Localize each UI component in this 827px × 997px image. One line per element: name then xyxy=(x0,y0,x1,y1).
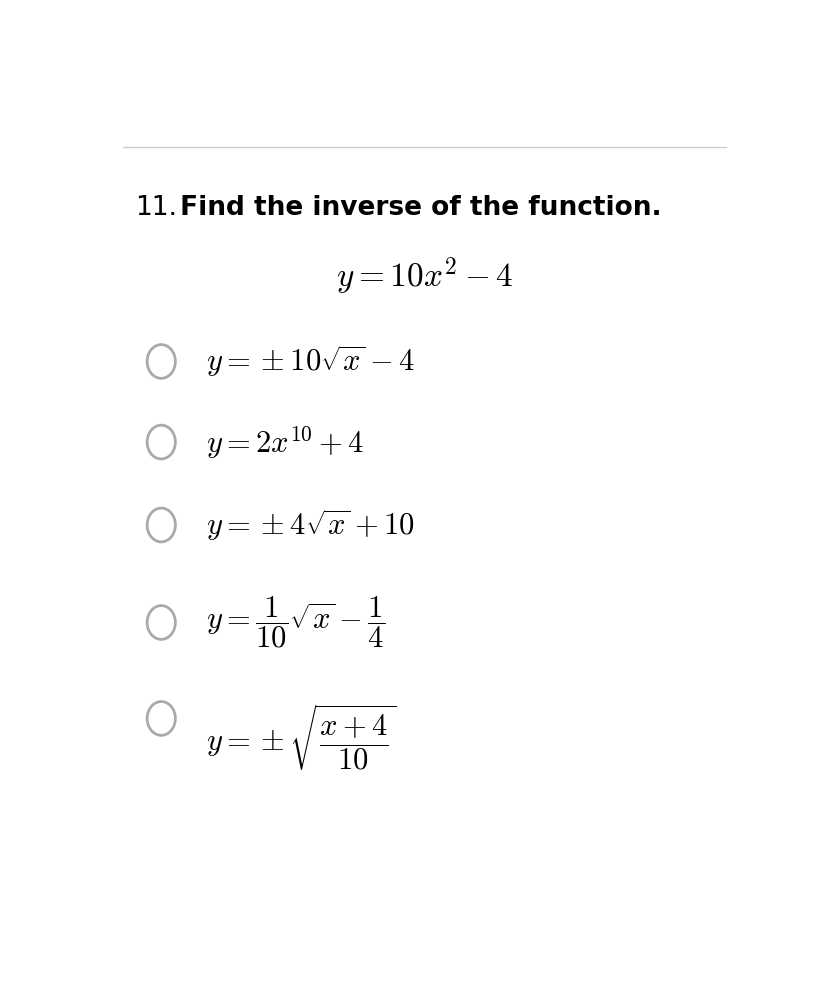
Text: $y = 10x^2 - 4$: $y = 10x^2 - 4$ xyxy=(335,256,513,298)
Text: $y = \pm\sqrt{\dfrac{x+4}{10}}$: $y = \pm\sqrt{\dfrac{x+4}{10}}$ xyxy=(206,702,396,773)
Text: $y = 2x^{10} + 4$: $y = 2x^{10} + 4$ xyxy=(206,424,364,461)
Text: $y = \dfrac{1}{10}\sqrt{x} - \dfrac{1}{4}$: $y = \dfrac{1}{10}\sqrt{x} - \dfrac{1}{4… xyxy=(206,594,385,650)
Text: $y = \pm4\sqrt{x} + 10$: $y = \pm4\sqrt{x} + 10$ xyxy=(206,507,414,543)
Text: Find the inverse of the function.: Find the inverse of the function. xyxy=(170,195,661,221)
Text: $y = \pm10\sqrt{x} - 4$: $y = \pm10\sqrt{x} - 4$ xyxy=(206,344,414,380)
Text: 11.: 11. xyxy=(136,195,177,221)
